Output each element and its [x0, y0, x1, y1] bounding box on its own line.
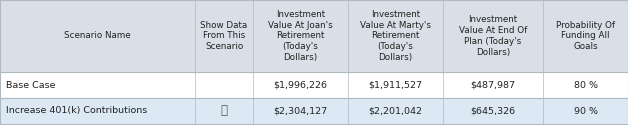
- Text: Base Case: Base Case: [6, 80, 55, 90]
- Text: $2,201,042: $2,201,042: [369, 106, 423, 116]
- Text: Investment
Value At Marty's
Retirement
(Today's
Dollars): Investment Value At Marty's Retirement (…: [360, 10, 431, 62]
- Text: Scenario Name: Scenario Name: [64, 32, 131, 40]
- Text: Investment
Value At End Of
Plan (Today's
Dollars): Investment Value At End Of Plan (Today's…: [459, 15, 527, 57]
- Text: Show Data
From This
Scenario: Show Data From This Scenario: [200, 21, 247, 51]
- Text: $487,987: $487,987: [470, 80, 516, 90]
- Text: Increase 401(k) Contributions: Increase 401(k) Contributions: [6, 106, 147, 116]
- Bar: [0, 72, 628, 98]
- Text: Probability Of
Funding All
Goals: Probability Of Funding All Goals: [556, 21, 615, 51]
- Text: Investment
Value At Joan's
Retirement
(Today's
Dollars): Investment Value At Joan's Retirement (T…: [268, 10, 333, 62]
- Text: $1,911,527: $1,911,527: [369, 80, 423, 90]
- Text: $2,304,127: $2,304,127: [273, 106, 328, 116]
- Text: ⓘ: ⓘ: [220, 104, 227, 118]
- Text: $1,996,226: $1,996,226: [274, 80, 327, 90]
- Bar: [0, 0, 628, 72]
- Text: 80 %: 80 %: [573, 80, 597, 90]
- Text: 90 %: 90 %: [573, 106, 597, 116]
- Bar: [0, 98, 628, 124]
- Text: $645,326: $645,326: [470, 106, 516, 116]
